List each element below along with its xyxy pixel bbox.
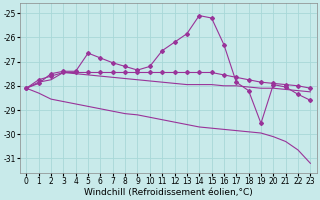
X-axis label: Windchill (Refroidissement éolien,°C): Windchill (Refroidissement éolien,°C)	[84, 188, 253, 197]
